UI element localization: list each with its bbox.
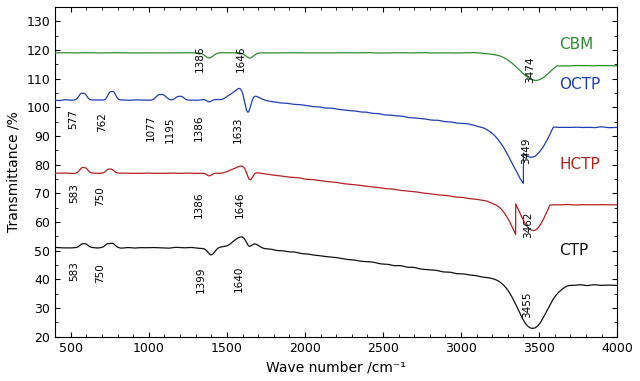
Text: 1195: 1195: [164, 117, 174, 144]
Text: 3449: 3449: [521, 137, 531, 163]
Text: 1386: 1386: [195, 45, 205, 72]
Text: 1646: 1646: [235, 192, 244, 218]
Text: 3462: 3462: [523, 211, 533, 238]
Text: 1386: 1386: [194, 192, 204, 218]
Text: 3474: 3474: [525, 57, 535, 83]
Text: 750: 750: [95, 186, 105, 206]
Text: 577: 577: [68, 109, 78, 129]
Text: 1386: 1386: [194, 114, 204, 141]
Text: 1640: 1640: [234, 266, 244, 293]
Text: HCTP: HCTP: [559, 157, 600, 172]
Text: 3455: 3455: [522, 292, 532, 319]
Text: 583: 583: [69, 261, 79, 281]
Text: 583: 583: [69, 183, 79, 203]
Text: 1399: 1399: [196, 266, 206, 293]
Text: 1646: 1646: [236, 45, 246, 72]
X-axis label: Wave number /cm⁻¹: Wave number /cm⁻¹: [266, 360, 406, 374]
Text: 750: 750: [95, 264, 105, 283]
Y-axis label: Transmittance /%: Transmittance /%: [7, 111, 21, 232]
Text: 1633: 1633: [233, 117, 243, 144]
Text: 762: 762: [97, 112, 107, 131]
Text: 1077: 1077: [146, 114, 156, 141]
Text: CTP: CTP: [559, 243, 589, 258]
Text: CBM: CBM: [559, 37, 594, 52]
Text: OCTP: OCTP: [559, 77, 600, 92]
